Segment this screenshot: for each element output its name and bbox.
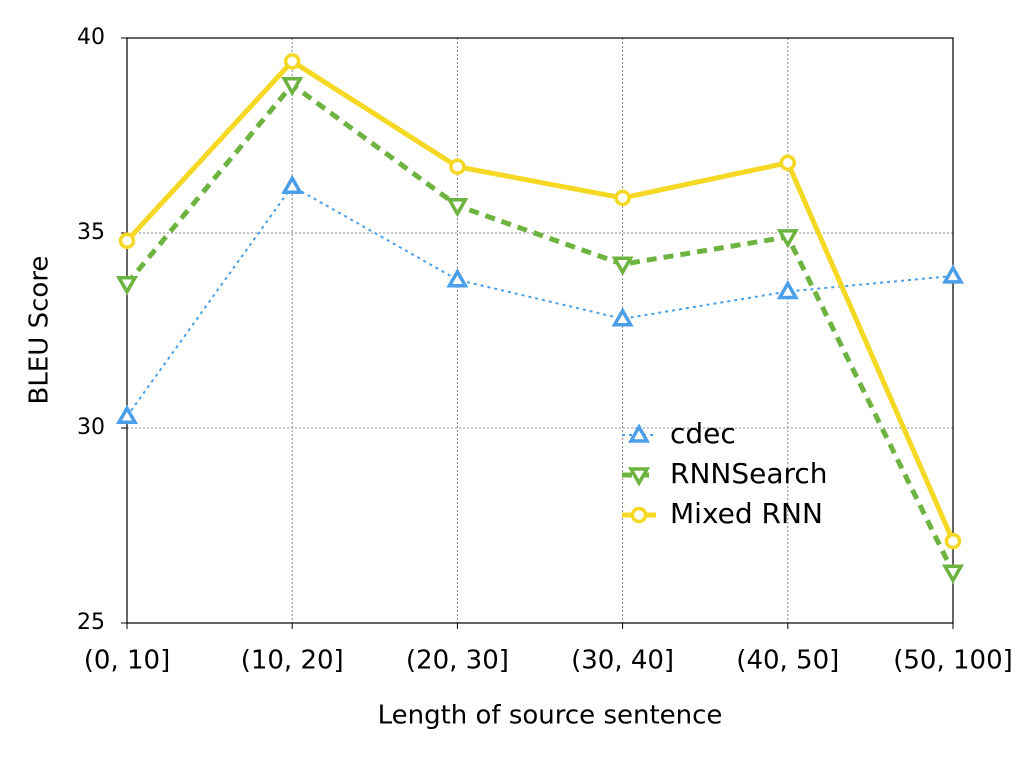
legend-marker [627, 423, 651, 443]
data-point [611, 307, 634, 327]
legend-label: Mixed RNN [670, 497, 823, 530]
x-tick-label: (10, 20] [241, 646, 344, 676]
plot-frame [126, 37, 954, 624]
legend-label: RNNSearch [670, 457, 828, 490]
data-point [944, 532, 962, 550]
data-point [779, 154, 797, 172]
data-point [776, 229, 799, 249]
data-point [611, 256, 634, 276]
legend-marker [627, 467, 651, 487]
y-tick-label: 25 [77, 610, 105, 635]
data-point [281, 174, 304, 194]
x-tick-label: (20, 30] [406, 646, 509, 676]
data-point [281, 77, 304, 97]
y-tick-label: 30 [77, 415, 105, 440]
data-point [446, 197, 469, 218]
series-line [126, 184, 954, 417]
y-axis-label: BLEU Score [25, 256, 55, 405]
data-point [941, 564, 965, 584]
data-point [446, 268, 469, 288]
x-tick-label: (30, 40] [571, 646, 674, 676]
series-line [125, 58, 956, 543]
y-tick-label: 40 [77, 25, 105, 50]
x-tick-label: (0, 10] [84, 646, 170, 676]
series-line [125, 81, 956, 574]
data-point [115, 404, 139, 425]
y-tick-label: 35 [77, 220, 105, 245]
legend-label: cdec [670, 417, 736, 450]
data-point [283, 53, 301, 70]
data-point [941, 264, 965, 284]
data-point [118, 232, 136, 250]
legend-marker [630, 506, 648, 524]
data-point [776, 279, 799, 300]
x-tick-label: (50, 100] [893, 646, 1013, 676]
x-axis-label: Length of source sentence [378, 701, 723, 731]
data-point [614, 189, 631, 207]
data-point [449, 158, 466, 175]
x-tick-label: (40, 50] [736, 646, 839, 676]
data-point [115, 275, 139, 296]
